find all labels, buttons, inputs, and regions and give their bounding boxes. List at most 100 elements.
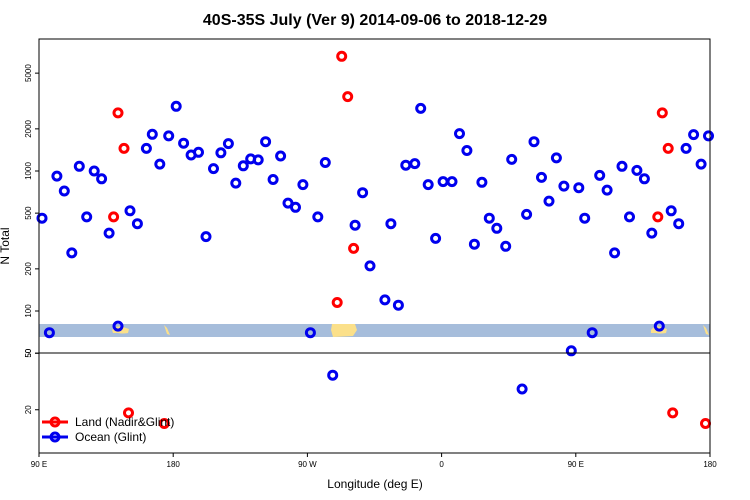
ocean-point bbox=[260, 136, 272, 148]
land-point bbox=[348, 242, 360, 254]
map-ocean bbox=[39, 324, 710, 337]
ocean-point bbox=[319, 157, 331, 168]
y-tick-label: 50 bbox=[24, 348, 33, 357]
land-point bbox=[662, 142, 674, 154]
ocean-point bbox=[327, 369, 339, 381]
land-point bbox=[123, 407, 134, 419]
ocean-point bbox=[703, 130, 714, 142]
ocean-point bbox=[66, 247, 78, 259]
ocean-point bbox=[565, 345, 577, 357]
ocean-point bbox=[516, 383, 528, 395]
ocean-point bbox=[631, 164, 643, 176]
ocean-point bbox=[422, 179, 434, 191]
ocean-point bbox=[665, 205, 677, 217]
ocean-point bbox=[290, 201, 301, 213]
lower-panel-frame bbox=[38, 352, 711, 454]
y-axis-upper: 50 100 200 500 1000 2000 5000 bbox=[24, 64, 39, 358]
ocean-point bbox=[461, 145, 473, 156]
ocean-point bbox=[112, 320, 124, 332]
ocean-point bbox=[379, 294, 391, 306]
y-tick-label: 20 bbox=[24, 405, 33, 414]
x-tick-label: 180 bbox=[703, 460, 717, 469]
ocean-point bbox=[500, 240, 512, 252]
x-axis: 90 E 180 90 W 0 90 E 180 bbox=[31, 453, 717, 469]
ocean-point bbox=[304, 327, 316, 339]
ocean-point bbox=[312, 211, 324, 223]
y-axis-label: N Total bbox=[0, 227, 12, 264]
land-point bbox=[336, 50, 348, 62]
ocean-point bbox=[558, 180, 570, 192]
y-tick-label: 100 bbox=[24, 304, 33, 318]
x-tick-label: 0 bbox=[439, 460, 444, 469]
ocean-point bbox=[483, 212, 495, 224]
ocean-point bbox=[491, 222, 503, 234]
ocean-point bbox=[646, 227, 658, 239]
ocean-point bbox=[36, 212, 48, 224]
land-point bbox=[331, 297, 343, 308]
y-tick-label: 5000 bbox=[24, 64, 33, 82]
ocean-point bbox=[506, 153, 518, 165]
ocean-point bbox=[349, 219, 361, 231]
ocean-point bbox=[573, 182, 585, 194]
y-tick-label: 1000 bbox=[24, 162, 33, 180]
land-point bbox=[158, 418, 170, 429]
legend-ocean-label: Ocean (Glint) bbox=[75, 430, 146, 444]
ocean-point bbox=[385, 218, 397, 230]
ocean-point bbox=[230, 177, 242, 189]
ocean-point bbox=[140, 142, 152, 154]
ocean-point bbox=[297, 179, 309, 191]
y-tick-label: 2000 bbox=[24, 119, 33, 137]
ocean-point bbox=[695, 158, 707, 170]
ocean-point bbox=[357, 187, 369, 199]
ocean-point bbox=[178, 137, 190, 149]
ocean-point bbox=[476, 176, 488, 188]
ocean-point bbox=[58, 185, 70, 197]
ocean-point bbox=[594, 169, 606, 181]
ocean-point bbox=[468, 238, 480, 250]
x-tick-label: 90 E bbox=[31, 460, 47, 469]
ocean-point bbox=[680, 142, 692, 154]
ocean-point bbox=[624, 211, 635, 223]
land-point bbox=[652, 211, 664, 223]
ocean-point bbox=[454, 128, 465, 140]
land-point bbox=[700, 418, 711, 429]
ocean-point bbox=[446, 176, 458, 188]
legend-land-label: Land (Nadir&Glint) bbox=[75, 415, 174, 429]
upper-panel-frame bbox=[38, 38, 711, 354]
ocean-point bbox=[193, 146, 204, 158]
ocean-point bbox=[409, 158, 421, 170]
map-land-nz-2 bbox=[703, 325, 709, 335]
ocean-point bbox=[200, 231, 212, 243]
land-point bbox=[108, 211, 120, 223]
land-point bbox=[667, 407, 679, 419]
ocean-point bbox=[146, 128, 158, 140]
legend-land-marker bbox=[49, 416, 61, 428]
ocean-point bbox=[88, 165, 100, 177]
map-land-south-america bbox=[331, 324, 357, 337]
land-point bbox=[112, 107, 124, 119]
ocean-point bbox=[103, 227, 115, 239]
land-point bbox=[118, 142, 130, 154]
y-tick-label: 50 bbox=[24, 348, 33, 357]
ocean-point bbox=[237, 160, 249, 172]
ocean-point bbox=[267, 174, 279, 185]
ocean-point bbox=[73, 160, 85, 172]
ocean-point bbox=[81, 211, 93, 223]
x-tick-label: 90 E bbox=[568, 460, 584, 469]
ocean-point bbox=[688, 129, 700, 141]
ocean-point bbox=[124, 205, 136, 217]
ocean-point bbox=[392, 299, 404, 311]
ocean-point bbox=[521, 208, 533, 220]
legend: Land (Nadir&Glint) Ocean (Glint) bbox=[42, 415, 174, 444]
y-tick-label: 200 bbox=[24, 262, 33, 276]
ocean-point bbox=[364, 260, 376, 272]
map-strip bbox=[39, 324, 710, 337]
map-land-nz bbox=[164, 325, 170, 335]
ocean-point bbox=[96, 173, 108, 185]
land-point bbox=[656, 107, 668, 119]
x-tick-label: 180 bbox=[167, 460, 181, 469]
ocean-point bbox=[170, 100, 182, 112]
ocean-point bbox=[215, 147, 227, 159]
